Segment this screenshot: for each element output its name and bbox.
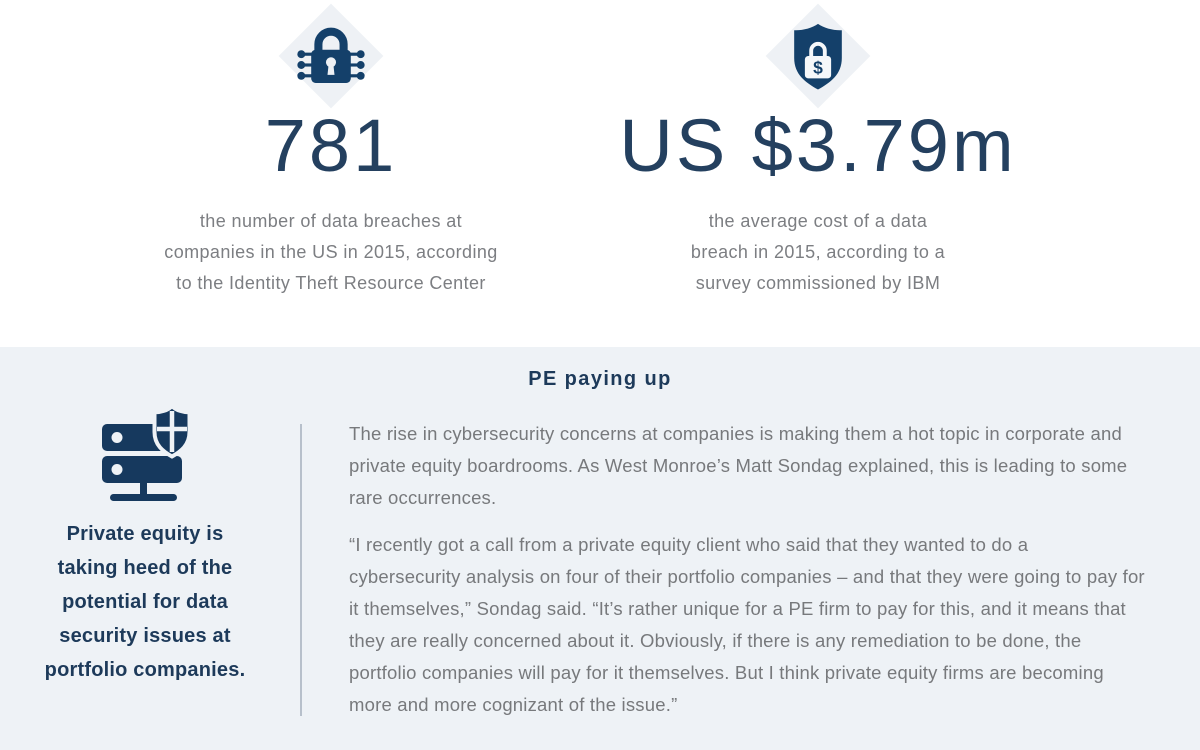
stat-value: 781 <box>264 104 398 187</box>
diamond-badge: $ <box>765 3 871 109</box>
server-shield-icon <box>90 402 200 504</box>
pe-section: PE paying up <box>0 347 1200 750</box>
vertical-divider <box>300 424 302 716</box>
stat-breach-cost: $ US $3.79m the average cost of a data b… <box>608 0 1028 347</box>
svg-text:$: $ <box>813 58 823 78</box>
circuit-lock-icon <box>297 27 365 83</box>
shield-dollar-lock-icon: $ <box>794 23 842 90</box>
section-title: PE paying up <box>528 368 672 390</box>
callout-text: Private equity is taking heed of the pot… <box>44 523 246 681</box>
stat-description: the average cost of a data breach in 201… <box>690 211 946 293</box>
stat-description: the number of data breaches at companies… <box>164 211 498 293</box>
stat-data-breaches: 781 the number of data breaches at compa… <box>121 0 541 347</box>
body-text: The rise in cybersecurity concerns at co… <box>349 418 1145 736</box>
paragraph: “I recently got a call from a private eq… <box>349 534 1145 715</box>
paragraph: The rise in cybersecurity concerns at co… <box>349 423 1128 508</box>
stat-value: US $3.79m <box>619 104 1017 187</box>
diamond-badge <box>278 3 384 109</box>
stats-section: 781 the number of data breaches at compa… <box>0 0 1200 347</box>
